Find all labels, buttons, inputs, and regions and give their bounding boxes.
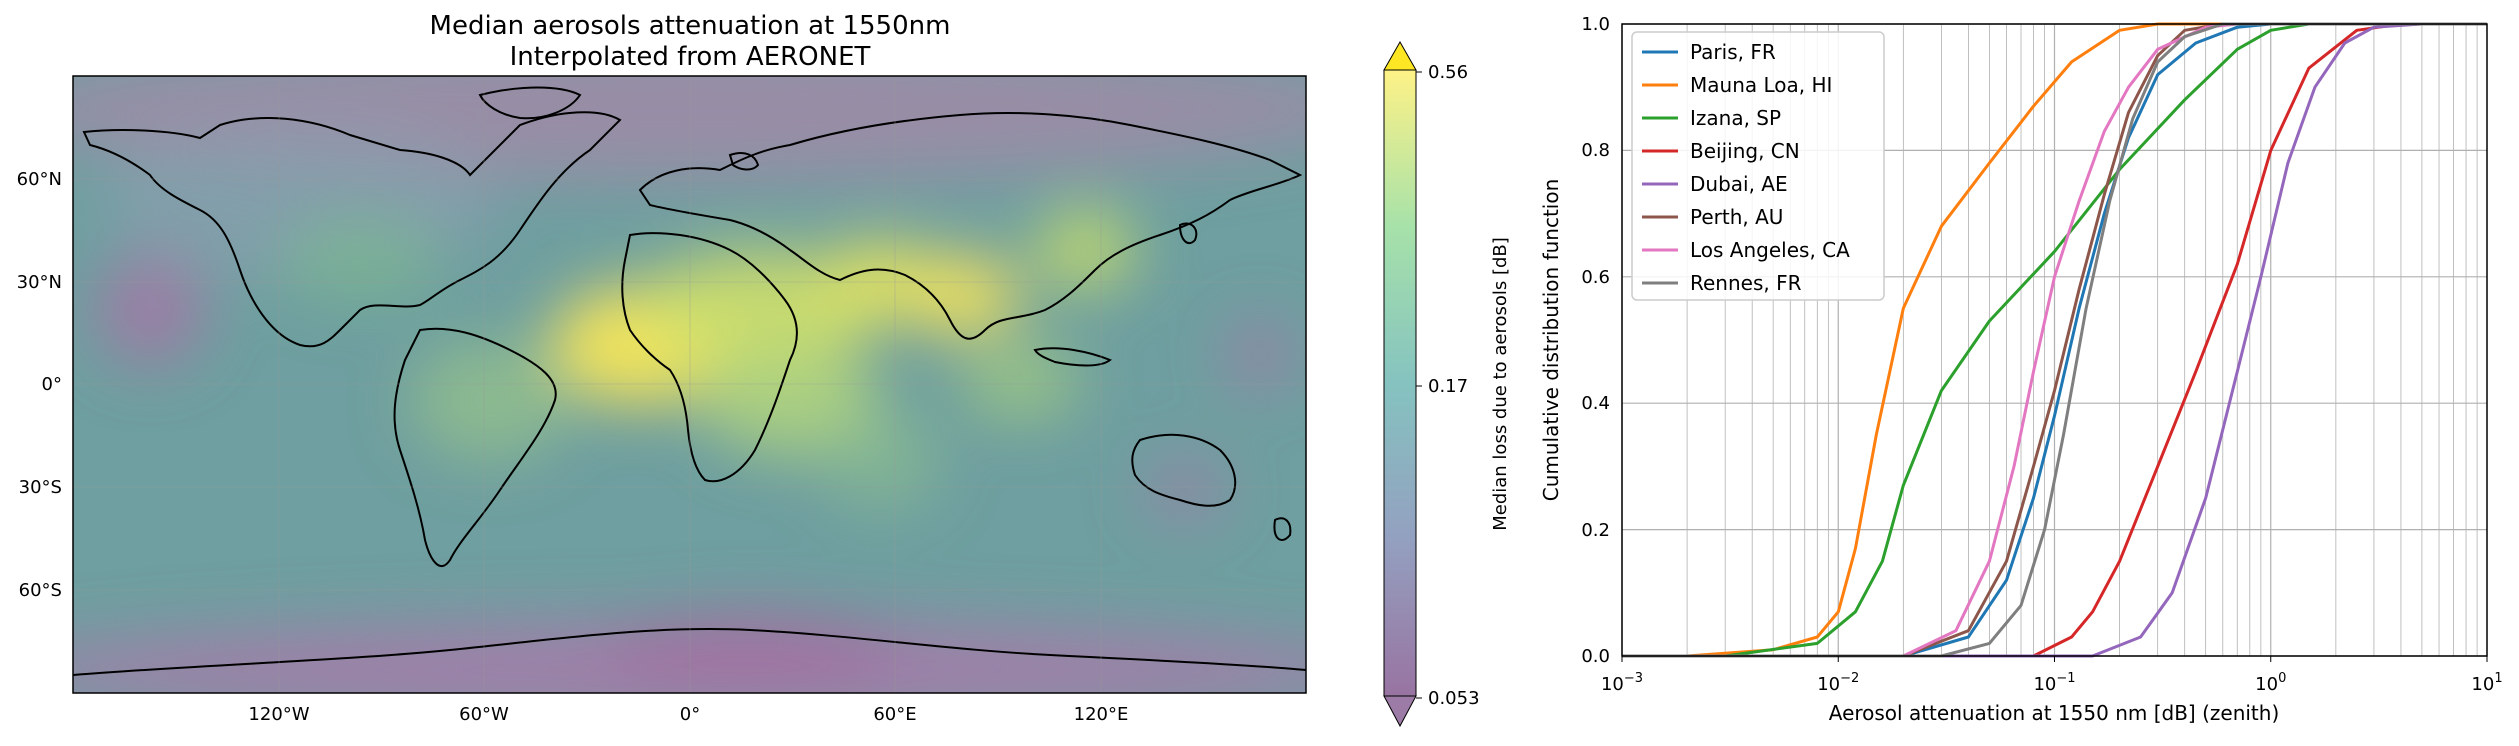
cdf-y-tick-label: 0.8 <box>1581 140 1610 161</box>
cdf-y-ticks: 0.0 0.2 0.4 0.6 0.8 1.0 <box>1581 14 1610 667</box>
legend-entry: Perth, AU <box>1690 205 1783 229</box>
colorbar-tick-label: 0.56 <box>1428 62 1468 83</box>
legend-entry: Mauna Loa, HI <box>1690 73 1832 97</box>
map-x-tick-label: 120°W <box>248 704 309 725</box>
cdf-y-axis-label: Cumulative distribution function <box>1539 179 1563 502</box>
cdf-series-line <box>1622 22 2487 658</box>
map-field <box>73 76 1306 693</box>
cdf-y-tick-label: 0.2 <box>1581 520 1610 541</box>
map-title: Median aerosols attenuation at 1550nm <box>430 11 951 41</box>
colorbar-tick-label: 0.17 <box>1428 376 1468 397</box>
map-frame <box>72 75 1307 694</box>
coastlines <box>73 86 1306 676</box>
map-heat-blobs <box>73 76 1306 693</box>
map-x-tick-label: 60°E <box>873 704 916 725</box>
cdf-series-line <box>1622 22 2487 658</box>
legend-entry: Los Angeles, CA <box>1690 238 1850 262</box>
map-panel: Median aerosols attenuation at 1550nm In… <box>17 11 1307 725</box>
map-y-ticks: 60°N 30°N 0° 30°S 60°S <box>17 169 62 601</box>
cdf-x-tick-label: 10−1 <box>2033 671 2075 695</box>
cdf-series-line <box>1622 22 2487 658</box>
cdf-x-tick-label: 100 <box>2255 671 2286 695</box>
cdf-y-tick-label: 0.0 <box>1581 646 1610 667</box>
map-y-tick-label: 60°S <box>19 580 62 601</box>
legend-entry: Izana, SP <box>1690 106 1781 130</box>
colorbar-extend-bottom <box>1383 695 1417 728</box>
cdf-series-line <box>1622 22 2487 658</box>
cdf-series <box>1622 22 2487 658</box>
map-gridlines <box>73 76 1306 693</box>
cdf-series-line <box>1622 22 2487 658</box>
cdf-panel: 10−3 10−2 10−1 100 101 0.0 0.2 0.4 0.6 0.8 1… <box>1539 14 2503 725</box>
legend-entry: Dubai, AE <box>1690 172 1788 196</box>
colorbar-label: Median loss due to aerosols [dB] <box>1490 237 1511 531</box>
map-subtitle: Interpolated from AERONET <box>510 42 871 72</box>
cdf-legend: Paris, FR Mauna Loa, HI Izana, SP Beijing, … <box>1631 31 1885 301</box>
cdf-series-line <box>1622 22 2487 658</box>
colorbar: 0.56 0.17 0.053 Median loss due to aeros… <box>1383 40 1511 728</box>
cdf-x-tick-label: 10−3 <box>1601 671 1643 695</box>
map-x-tick-label: 60°W <box>459 704 509 725</box>
colorbar-tick-label: 0.053 <box>1428 688 1480 709</box>
map-x-tick-label: 0° <box>680 704 700 725</box>
cdf-x-axis-label: Aerosol attenuation at 1550 nm [dB] (zen… <box>1829 701 2280 725</box>
legend-entry: Rennes, FR <box>1690 271 1802 295</box>
cdf-y-tick-label: 0.6 <box>1581 267 1610 288</box>
colorbar-bar <box>1384 70 1416 696</box>
cdf-y-tick-label: 0.4 <box>1581 393 1610 414</box>
map-x-ticks: 120°W 60°W 0° 60°E 120°E <box>248 704 1128 725</box>
legend-entry: Beijing, CN <box>1690 139 1800 163</box>
map-y-tick-label: 30°S <box>19 477 62 498</box>
map-y-tick-label: 0° <box>42 374 62 395</box>
cdf-y-tick-label: 1.0 <box>1581 14 1610 35</box>
map-x-tick-label: 120°E <box>1074 704 1129 725</box>
cdf-x-ticks: 10−3 10−2 10−1 100 101 <box>1601 656 2503 695</box>
cdf-x-tick-label: 101 <box>2471 671 2502 695</box>
map-y-tick-label: 30°N <box>17 272 62 293</box>
cdf-x-tick-label: 10−2 <box>1817 671 1859 695</box>
map-y-tick-label: 60°N <box>17 169 62 190</box>
colorbar-extend-top <box>1383 40 1417 71</box>
cdf-series-line <box>1622 22 2487 658</box>
legend-entry: Paris, FR <box>1690 40 1776 64</box>
